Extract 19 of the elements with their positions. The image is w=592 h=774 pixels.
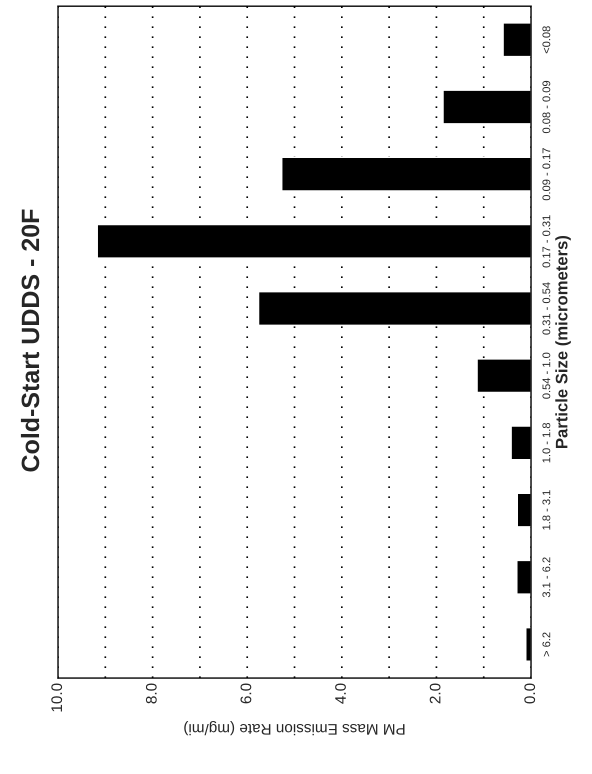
y-tick-label: 3.1 - 6.2 — [542, 557, 550, 598]
x-tick-label: 2.0 — [430, 683, 441, 704]
y-tick-label: 0.17 - 0.31 — [542, 215, 550, 268]
y-tick-label: 1.8 - 3.1 — [542, 490, 550, 530]
x-tick-label: 0.0 — [524, 683, 536, 704]
y-tick-label: 0.31 - 0.54 — [542, 282, 550, 335]
y-tick-label: 0.08 - 0.09 — [542, 80, 550, 134]
x-tick-label: 4.0 — [335, 683, 346, 704]
y-tick-label: 1.0 - 1.8 — [542, 422, 550, 462]
y-axis-title: Particle Size (micrometers) — [555, 236, 571, 448]
x-tick-label: 8.0 — [146, 683, 157, 704]
x-tick-label: 10.0 — [51, 683, 62, 712]
y-tick-label: <0.08 — [542, 26, 550, 54]
x-axis-title: PM Mass Emission Rate (mg/mi) — [184, 720, 404, 736]
x-tick-label: 6.0 — [240, 683, 252, 704]
y-tick-label: > 6.2 — [542, 632, 550, 656]
text: Cold-Start UDDS - 20F — [20, 210, 40, 472]
y-tick-label: 0.09 - 0.17 — [542, 148, 550, 200]
y-tick-label: 0.54 - 1.0 — [542, 352, 550, 399]
